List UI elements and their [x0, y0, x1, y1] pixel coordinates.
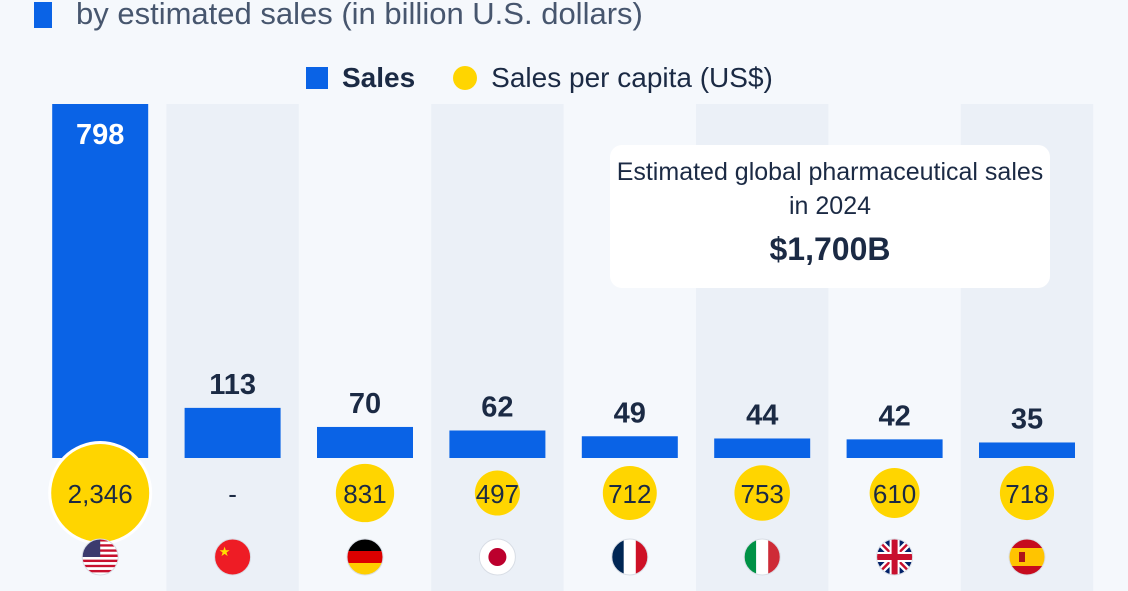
bubble-per-capita: [474, 470, 520, 516]
bubble-value-label: 712: [608, 479, 651, 509]
legend: Sales Sales per capita (US$): [306, 58, 773, 98]
bubble-value-label: 718: [1005, 479, 1048, 509]
bar-sales: [581, 436, 678, 458]
bar-sales: [52, 104, 149, 458]
bar-value-label: 42: [878, 400, 910, 432]
bubble-value-label: 2,346: [68, 479, 133, 509]
bar-value-label: 49: [614, 397, 646, 429]
bubble-per-capita: [869, 468, 920, 518]
flag-outline: [876, 538, 914, 576]
bar-sales: [979, 442, 1075, 458]
es-flag-icon: [1009, 539, 1045, 575]
legend-sales-swatch: [306, 67, 328, 89]
cn-flag-icon: ★: [214, 539, 251, 575]
bubble-per-capita: [999, 465, 1055, 521]
bubble-per-capita: [602, 466, 657, 520]
flag-outline: [611, 538, 649, 576]
bubble-value-label: 831: [343, 479, 386, 509]
gb-flag-icon: [876, 539, 913, 575]
bubble-value-label: 497: [476, 479, 519, 509]
flag-outline: [1008, 538, 1046, 576]
bubble-per-capita: [51, 444, 150, 542]
annotation-box: Estimated global pharmaceutical sales in…: [610, 145, 1050, 288]
bar-sales: [714, 438, 811, 458]
bar-value-label: 798: [76, 119, 124, 151]
legend-per-capita-label: Sales per capita (US$): [491, 62, 773, 93]
flag-outline: [214, 538, 252, 576]
flag-outline: [81, 538, 119, 576]
bubble-per-capita: [335, 463, 395, 523]
subtitle-marker: [34, 2, 52, 28]
column-band: [166, 104, 299, 591]
us-flag-icon: [82, 539, 119, 575]
bar-sales: [184, 407, 281, 458]
bar-value-label: 44: [746, 399, 778, 431]
flag-outline: [478, 538, 516, 576]
bar-value-label: 70: [349, 388, 381, 420]
legend-per-capita-swatch: [453, 66, 478, 90]
bar-value-label: 35: [1011, 403, 1043, 435]
annotation-text: Estimated global pharmaceutical sales in…: [616, 158, 1044, 220]
chart-subtitle: by estimated sales (in billion U.S. doll…: [76, 0, 643, 31]
bar-sales: [449, 430, 546, 458]
flag-outline: [346, 538, 384, 576]
bubble-value-label: 753: [741, 479, 784, 509]
legend-sales-label: Sales: [342, 62, 416, 93]
bubble-per-capita: [734, 465, 790, 521]
bar-value-label: 113: [209, 369, 256, 401]
annotation-value: $1,700B: [769, 231, 891, 267]
flag-outline: [743, 538, 781, 576]
column-band: [431, 104, 564, 591]
bubble-value-label: 610: [873, 479, 916, 509]
it-flag-icon: [744, 539, 781, 575]
de-flag-icon: [347, 539, 383, 575]
bar-sales: [317, 426, 413, 458]
bar-sales: [846, 439, 943, 458]
svg-text:★: ★: [219, 544, 231, 559]
fr-flag-icon: [611, 539, 648, 575]
jp-flag-icon: [479, 539, 516, 575]
bubble-value-label: -: [228, 479, 237, 509]
bar-value-label: 62: [481, 391, 513, 423]
